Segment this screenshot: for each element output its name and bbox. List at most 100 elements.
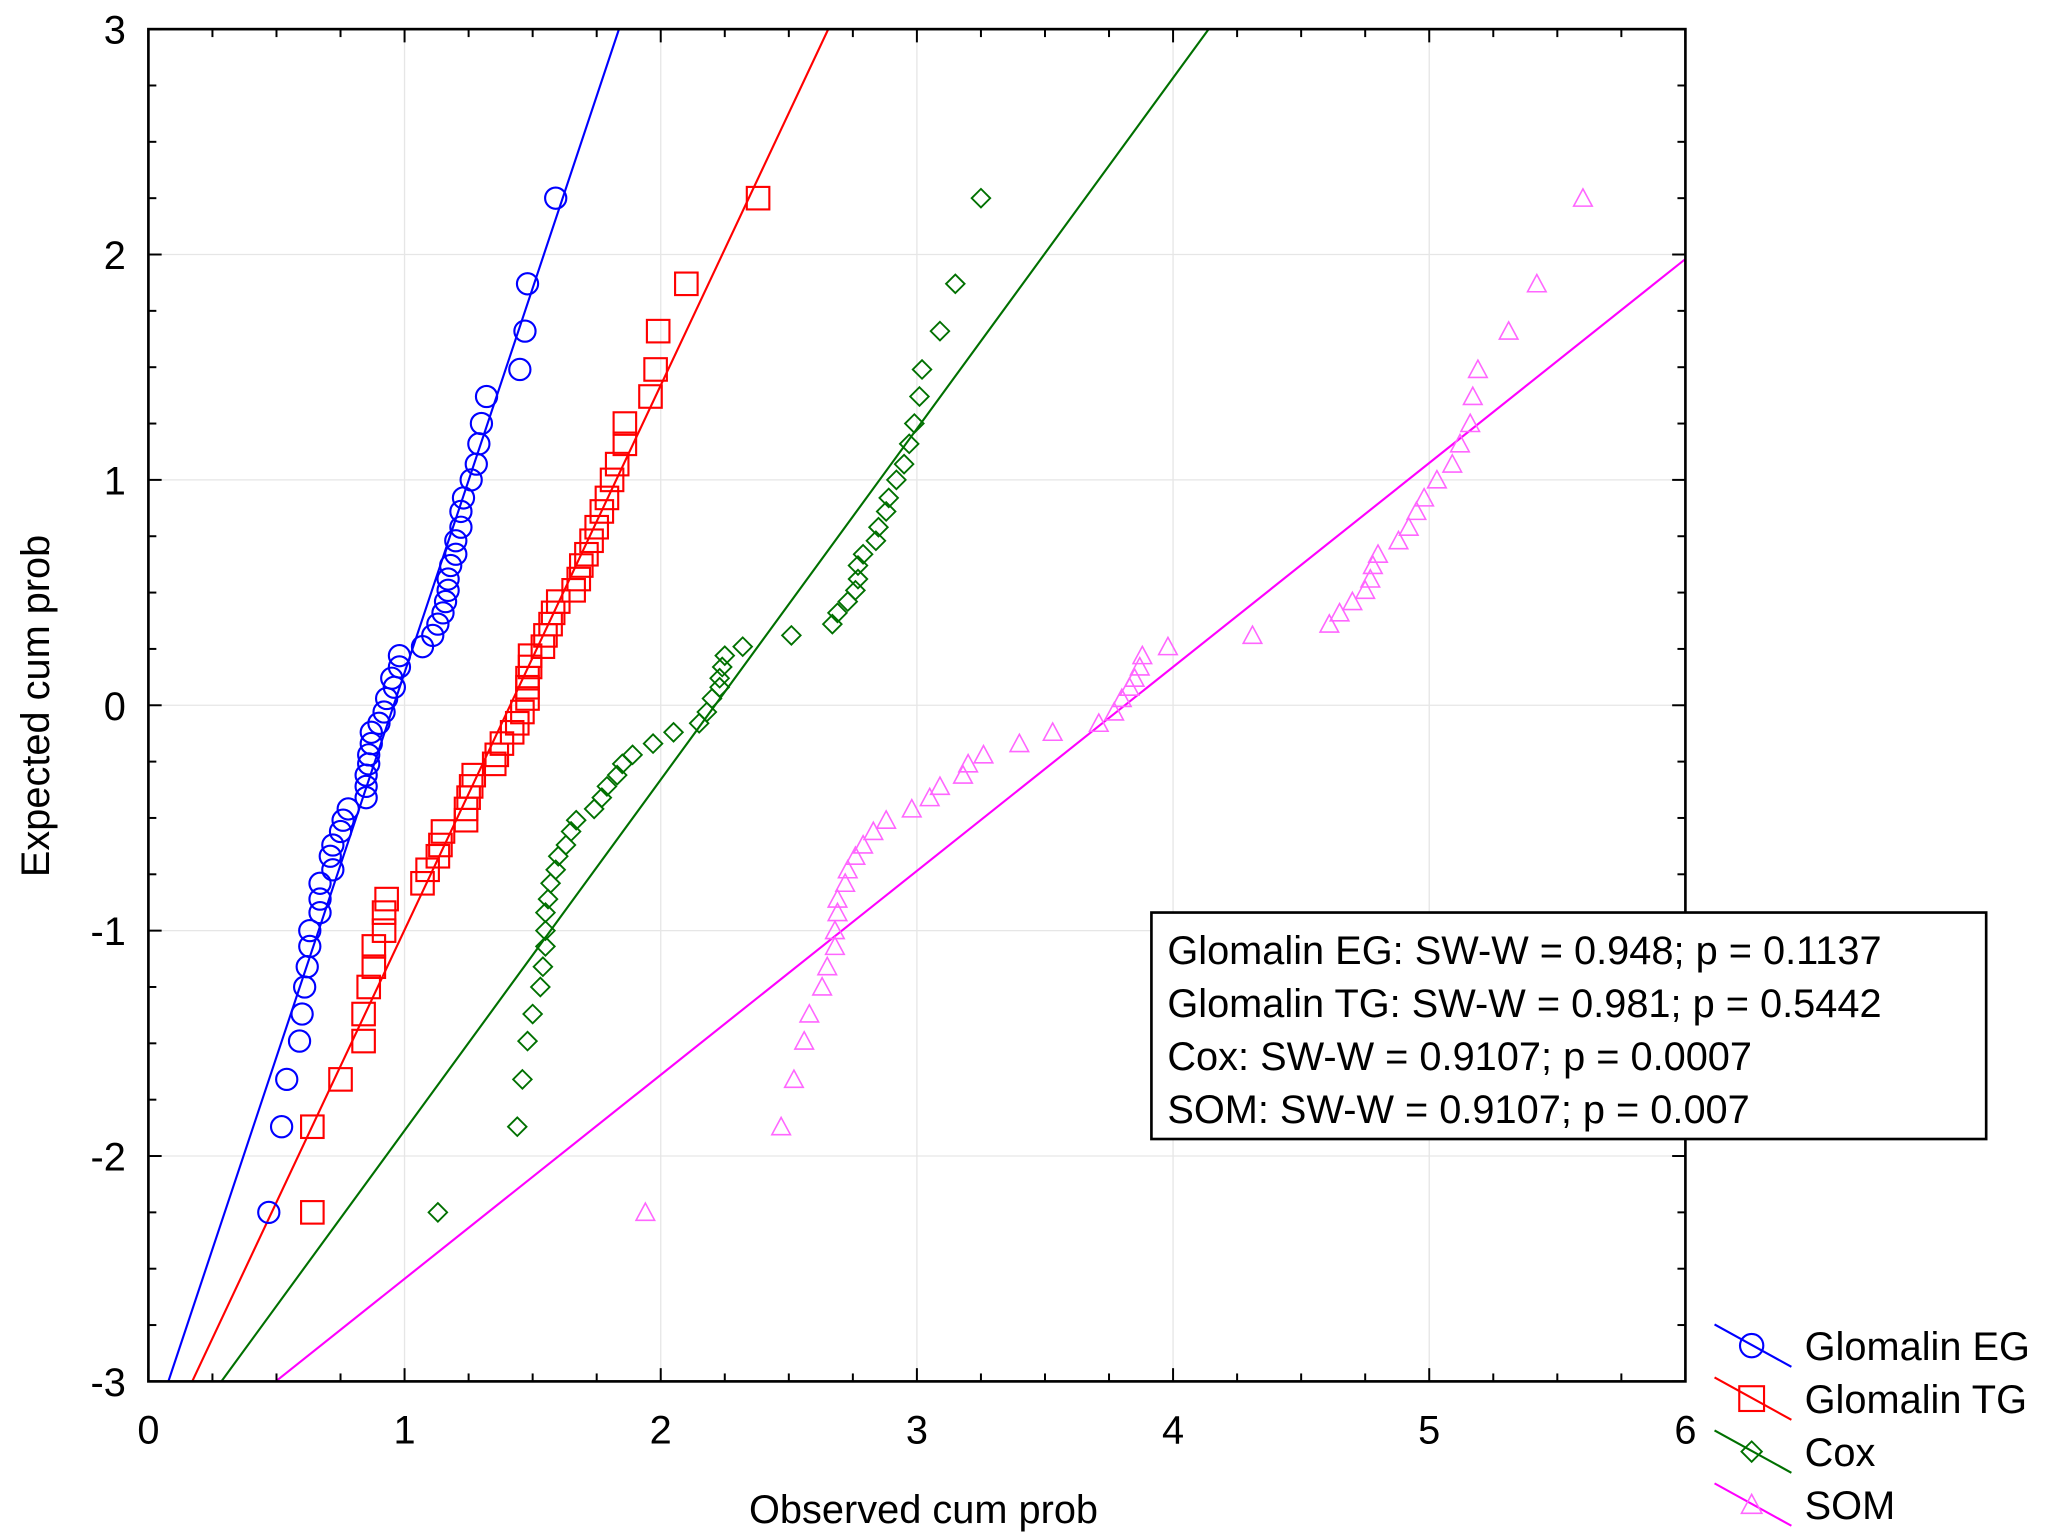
x-tick-label: 3 (906, 1409, 928, 1453)
point-glomalin-eg (290, 1002, 314, 1026)
point-glomalin-tg (371, 918, 397, 943)
fit-line-som (275, 258, 1686, 1382)
point-som (1526, 272, 1548, 293)
legend-item-cox: Cox (1714, 1429, 1876, 1475)
y-tick-label: -2 (91, 1136, 126, 1180)
legend-item-glomalin-tg: Glomalin TG (1714, 1376, 2027, 1422)
point-glomalin-eg (544, 186, 568, 210)
x-tick-label: 1 (394, 1409, 416, 1453)
legend-marker-glomalin-eg-icon (1738, 1332, 1765, 1359)
point-glomalin-eg (336, 797, 360, 821)
point-glomalin-eg (354, 786, 378, 810)
point-som (634, 1201, 656, 1222)
data-points (257, 185, 1594, 1225)
x-tick-label: 2 (650, 1409, 672, 1453)
point-cox (903, 412, 925, 435)
stats-box: Glomalin EG: SW-W = 0.948; p = 0.1137 Gl… (1150, 911, 1988, 1141)
point-cox (642, 732, 664, 755)
point-cox (852, 543, 874, 565)
point-glomalin-eg (444, 529, 468, 553)
point-cox (534, 935, 557, 957)
point-glomalin-tg (410, 870, 435, 896)
point-glomalin-tg (428, 832, 453, 858)
point-som (783, 1068, 805, 1089)
point-som (862, 820, 884, 841)
point-glomalin-eg (436, 567, 460, 591)
point-glomalin-eg (508, 357, 532, 382)
point-cox (583, 798, 605, 820)
point-cox (898, 433, 920, 455)
point-cox (711, 656, 733, 678)
legend: Glomalin EG Glomalin TG Cox SOM (1714, 1323, 2030, 1528)
point-glomalin-eg (449, 499, 473, 524)
point-som (826, 888, 849, 908)
point-som (1426, 468, 1448, 489)
point-cox (427, 1201, 449, 1223)
point-glomalin-tg (517, 643, 543, 668)
point-glomalin-eg (421, 623, 445, 648)
point-glomalin-eg (269, 1115, 294, 1139)
point-glomalin-eg (474, 384, 499, 409)
point-cox (537, 888, 559, 910)
point-som (1367, 543, 1389, 564)
point-cox (944, 273, 966, 295)
point-cox (532, 956, 554, 978)
point-glomalin-tg (510, 699, 535, 725)
point-som (1042, 721, 1064, 742)
point-cox (565, 809, 587, 831)
point-glomalin-eg (436, 578, 460, 602)
point-cox (780, 624, 802, 646)
point-som (1124, 667, 1146, 687)
point-som (1088, 712, 1110, 733)
y-tick-label: -1 (91, 910, 126, 954)
point-glomalin-tg (579, 528, 604, 554)
point-glomalin-tg (674, 271, 699, 297)
point-glomalin-eg (257, 1200, 281, 1225)
point-cox (539, 872, 562, 894)
legend-marker-cox-icon (1740, 1440, 1764, 1464)
x-tick-label: 6 (1674, 1409, 1696, 1453)
legend-marker-som-icon (1740, 1492, 1764, 1515)
point-cox (534, 902, 557, 924)
legend-line-glomalin-tg (1714, 1376, 1792, 1421)
point-glomalin-eg (359, 720, 383, 744)
point-som (972, 743, 995, 764)
point-cox (596, 775, 618, 797)
legend-marker-glomalin-tg-icon (1738, 1385, 1766, 1413)
point-glomalin-eg (359, 731, 383, 756)
point-glomalin-eg (449, 515, 473, 539)
point-som (1387, 529, 1410, 550)
point-som (852, 834, 874, 854)
point-som (929, 775, 951, 796)
point-som (1129, 656, 1151, 676)
point-glomalin-eg (426, 612, 450, 636)
point-glomalin-eg (431, 601, 455, 625)
point-glomalin-eg (357, 743, 381, 767)
legend-line-cox (1714, 1429, 1792, 1474)
x-tick-label: 0 (137, 1409, 159, 1453)
legend-line-glomalin-eg (1714, 1323, 1792, 1368)
point-cox (506, 1116, 528, 1138)
point-glomalin-tg (745, 185, 771, 211)
point-glomalin-eg (321, 833, 345, 857)
point-som (1449, 432, 1471, 453)
point-som (824, 919, 846, 940)
y-axis-label: Expected cum prob (14, 535, 58, 877)
point-glomalin-tg (599, 467, 625, 493)
stats-line-glomalin-eg: Glomalin EG: SW-W = 0.948; p = 0.1137 (1167, 929, 1881, 973)
point-som (1462, 385, 1484, 406)
point-som (837, 858, 859, 879)
x-tick-label: 5 (1418, 1409, 1440, 1453)
point-glomalin-eg (318, 844, 342, 868)
point-glomalin-eg (308, 887, 332, 911)
legend-label-cox: Cox (1805, 1431, 1876, 1475)
point-som (1103, 701, 1125, 721)
point-cox (511, 1068, 533, 1090)
point-som (1498, 320, 1520, 340)
point-som (1111, 687, 1133, 708)
point-cox (732, 636, 754, 658)
point-cox (529, 976, 551, 998)
legend-label-glomalin-tg: Glomalin TG (1805, 1378, 2027, 1422)
point-glomalin-tg (356, 974, 382, 1000)
